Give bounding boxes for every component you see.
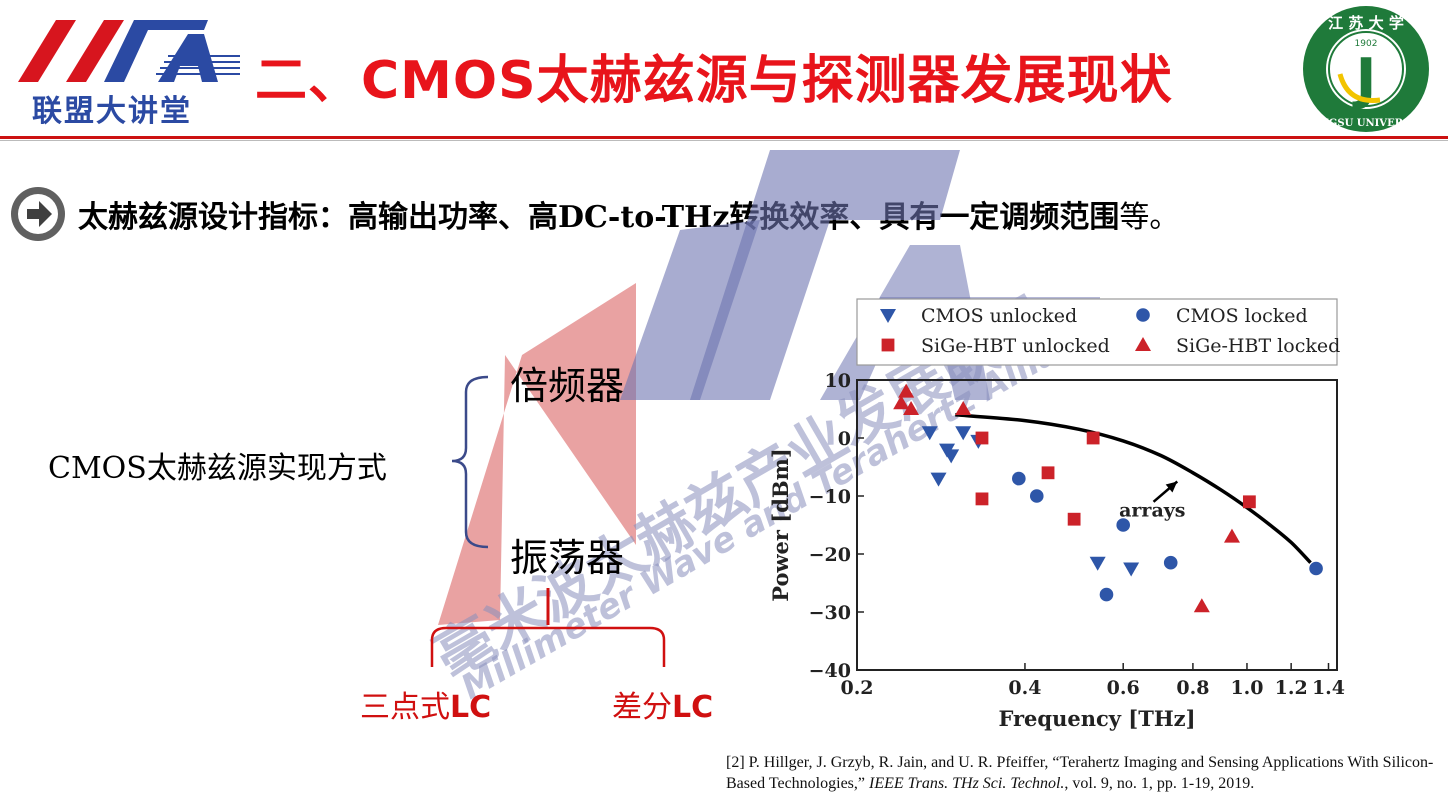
- university-logo-top-text: 江 苏 大 学: [1328, 14, 1404, 32]
- reference-authors-title: [2] P. Hillger, J. Grzyb, R. Jain, and U…: [726, 754, 1434, 792]
- tree-child-frequency-multiplier: 倍频器: [510, 364, 625, 408]
- data-point-series-3-4: [1193, 598, 1210, 613]
- data-point-series-2-1: [975, 492, 989, 506]
- data-point-series-0-3: [943, 449, 960, 464]
- reference-journal: IEEE Trans. THz Sci. Technol.: [869, 775, 1065, 792]
- data-point-series-3-5: [1223, 528, 1240, 543]
- legend-label-1: CMOS locked: [1176, 305, 1308, 327]
- x-tick-label: 0.6: [1107, 677, 1140, 699]
- data-point-series-1-1: [1029, 489, 1044, 503]
- alliance-logo: [18, 20, 240, 82]
- header-divider: [0, 136, 1448, 139]
- data-point-series-2-0: [975, 431, 989, 445]
- header-divider-shadow: [0, 140, 1448, 141]
- differential-lc-label: 差分LC: [612, 682, 713, 726]
- y-tick-label: −10: [809, 486, 851, 508]
- legend-label-2: SiGe-HBT unlocked: [921, 335, 1110, 357]
- legend-marker-3: [1135, 337, 1151, 351]
- data-point-series-1-0: [1012, 471, 1026, 486]
- design-metrics-suffix: 等。: [1119, 200, 1180, 235]
- data-point-series-1-2: [1099, 587, 1114, 602]
- y-axis-label: Power [dBm]: [768, 448, 793, 602]
- arrow-circle-icon: [11, 187, 65, 241]
- legend-marker-1: [1136, 308, 1150, 322]
- x-tick-label: 0.4: [1008, 677, 1041, 699]
- data-point-series-1-4: [1163, 555, 1178, 570]
- three-point-lc-bold: LC: [450, 690, 492, 725]
- legend-marker-2: [881, 338, 895, 352]
- plot-frame: [856, 379, 1338, 671]
- data-point-series-3-2: [903, 401, 920, 415]
- three-point-lc-prefix: 三点式: [360, 690, 450, 725]
- x-tick-label: 1.0: [1230, 677, 1263, 699]
- y-tick-label: 0: [838, 428, 851, 450]
- x-tick-label: 1.2: [1275, 677, 1308, 699]
- legend-label-3: SiGe-HBT locked: [1176, 335, 1340, 357]
- reference-citation: [2] P. Hillger, J. Grzyb, R. Jain, and U…: [726, 752, 1444, 794]
- design-metrics-text: 太赫兹源设计指标：高输出功率、高DC-to-THz转换效率、具有一定调频范围: [78, 200, 1120, 235]
- x-axis-label: Frequency [THz]: [998, 706, 1195, 731]
- y-tick-label: −30: [809, 602, 851, 624]
- legend-label-0: CMOS unlocked: [921, 305, 1077, 327]
- data-point-series-2-4: [1086, 431, 1100, 445]
- data-point-series-1-3: [1116, 518, 1130, 532]
- data-point-series-0-7: [1123, 562, 1140, 577]
- university-logo: 江 苏 大 学 1902 J JIANGSU UNIVERSITY: [1302, 6, 1431, 132]
- design-metrics-bullet: 太赫兹源设计指标：高输出功率、高DC-to-THz转换效率、具有一定调频范围等。: [78, 192, 1179, 236]
- university-logo-bottom-text: JIANGSU UNIVERSITY: [1302, 118, 1431, 129]
- y-tick-label: −40: [809, 660, 851, 682]
- data-point-series-0-1: [930, 472, 947, 487]
- data-point-series-2-5: [1242, 495, 1256, 509]
- data-point-series-0-0: [921, 426, 938, 441]
- chart-legend: CMOS unlocked CMOS locked SiGe-HBT unlocke…: [856, 298, 1340, 366]
- data-point-series-2-3: [1067, 512, 1081, 526]
- y-tick-label: −20: [809, 544, 851, 566]
- differential-lc-prefix: 差分: [612, 690, 672, 725]
- data-point-series-3-1: [898, 383, 915, 398]
- reference-volume-pages: , vol. 9, no. 1, pp. 1-19, 2019.: [1064, 775, 1255, 792]
- legend-frame: [856, 298, 1338, 366]
- data-point-series-3-0: [893, 395, 910, 410]
- data-point-series-3-3: [955, 401, 972, 415]
- alliance-logo-caption: 联盟大讲堂: [32, 94, 192, 129]
- university-logo-year: 1902: [1355, 39, 1378, 49]
- power-vs-frequency-chart: CMOS unlocked CMOS locked SiGe-HBT unlocke…: [768, 298, 1345, 731]
- three-point-lc-label: 三点式LC: [360, 682, 491, 726]
- legend-marker-0: [880, 309, 896, 323]
- data-point-series-0-4: [955, 426, 972, 441]
- x-tick-label: 1.4: [1312, 677, 1345, 699]
- x-tick-label: 0.8: [1176, 677, 1209, 699]
- data-point-series-0-6: [1089, 556, 1106, 571]
- x-tick-label: 0.2: [840, 677, 873, 699]
- page-title: 二、CMOS太赫兹源与探测器发展现状: [255, 51, 1173, 111]
- tree-child-oscillator: 振荡器: [510, 536, 625, 580]
- array-trend-curve: [955, 413, 1312, 564]
- data-point-series-2-2: [1041, 466, 1055, 480]
- y-tick-label: 10: [825, 370, 851, 392]
- tree-root-label: CMOS太赫兹源实现方式: [48, 451, 387, 486]
- arrays-arrowhead: [1165, 481, 1178, 493]
- differential-lc-bold: LC: [672, 690, 714, 725]
- data-point-series-1-5: [1309, 561, 1323, 576]
- arrays-annotation: arrays: [1119, 499, 1185, 521]
